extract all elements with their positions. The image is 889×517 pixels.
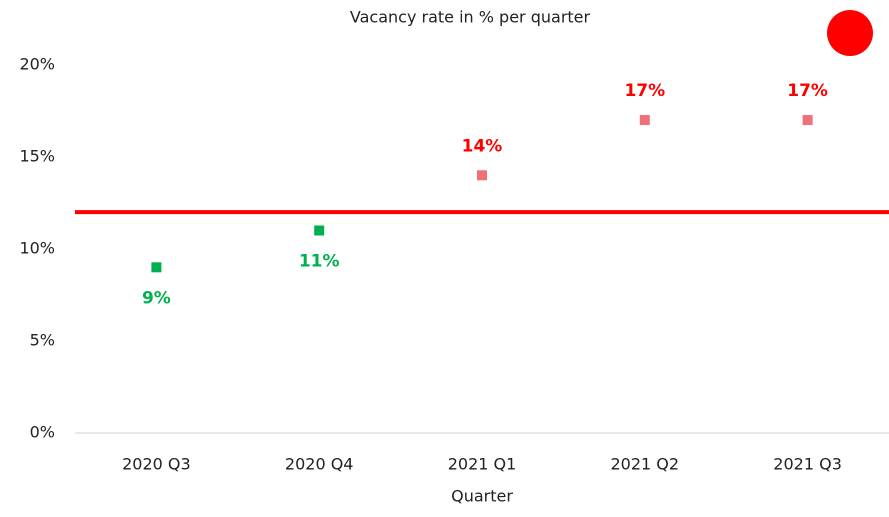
status-indicator (827, 10, 873, 56)
y-tick-label: 10% (19, 238, 55, 257)
x-axis-label: Quarter (451, 487, 513, 506)
chart-title: Vacancy rate in % per quarter (350, 8, 591, 27)
y-tick-label: 20% (19, 54, 55, 73)
point (314, 225, 325, 236)
data-label: 9% (142, 288, 171, 308)
point (151, 262, 162, 273)
x-tick-label: 2021 Q1 (448, 455, 517, 474)
data-label: 17% (624, 81, 665, 101)
point (477, 170, 487, 181)
x-tick-label: 2021 Q2 (611, 455, 680, 474)
y-tick-label: 5% (30, 330, 55, 349)
point (639, 115, 650, 126)
x-tick-label: 2021 Q3 (773, 455, 842, 474)
y-tick-label: 0% (30, 423, 55, 442)
data-label: 17% (787, 81, 828, 101)
data-label: 11% (299, 252, 340, 272)
x-tick-label: 2020 Q4 (285, 455, 354, 474)
data-label: 14% (462, 136, 503, 156)
x-tick-label: 2020 Q3 (122, 455, 191, 474)
point (802, 115, 813, 126)
y-tick-label: 15% (19, 146, 55, 165)
